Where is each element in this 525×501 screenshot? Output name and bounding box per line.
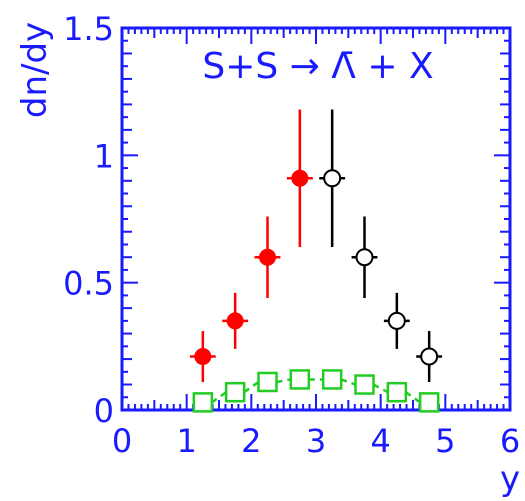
series-1 bbox=[319, 109, 443, 382]
axis-ticks bbox=[121, 27, 511, 411]
connecting-line bbox=[372, 383, 389, 394]
data-point-filled bbox=[291, 169, 309, 187]
data-point-open bbox=[387, 311, 406, 330]
x-tick-label: 6 bbox=[500, 422, 520, 460]
x-tick-label: 4 bbox=[370, 422, 390, 460]
data-point-square bbox=[257, 371, 278, 393]
tick-labels: 0 1 2 3 4 5 6 0 0.5 1 1.5 bbox=[63, 10, 520, 460]
data-point-square bbox=[289, 369, 311, 390]
data-point-square bbox=[192, 392, 214, 413]
x-tick-label: 0 bbox=[112, 422, 132, 460]
data-point-open bbox=[420, 347, 439, 366]
data-point-square bbox=[224, 381, 246, 403]
data-point-filled bbox=[259, 248, 276, 266]
data-point-square bbox=[386, 381, 408, 403]
x-tick-label: 2 bbox=[241, 422, 261, 460]
x-axis-label: y bbox=[500, 459, 520, 499]
y-axis-label: dn/dy bbox=[15, 22, 55, 118]
x-tick-label: 3 bbox=[306, 422, 326, 460]
x-tick-label: 1 bbox=[176, 422, 196, 460]
connecting-line bbox=[340, 378, 356, 386]
connecting-line bbox=[211, 391, 227, 404]
y-tick-label: 1.5 bbox=[63, 10, 114, 48]
data-point-filled bbox=[226, 312, 244, 330]
y-tick-label: 0.5 bbox=[63, 265, 114, 303]
chart-title: S+S → Λ̄ + X bbox=[202, 46, 433, 87]
connecting-line bbox=[405, 391, 421, 404]
connecting-line bbox=[276, 378, 292, 384]
data-point-filled bbox=[194, 348, 212, 366]
y-tick-label: 1 bbox=[94, 137, 114, 175]
data-point-open bbox=[355, 248, 374, 267]
y-tick-label: 0 bbox=[94, 392, 114, 430]
data-point-square bbox=[321, 369, 343, 390]
connecting-line bbox=[243, 380, 260, 394]
x-tick-label: 5 bbox=[435, 422, 455, 460]
data-point-square bbox=[418, 392, 440, 413]
data-point-open bbox=[323, 169, 342, 188]
series-2 bbox=[192, 369, 440, 413]
series-0 bbox=[189, 109, 313, 382]
data-marks bbox=[189, 109, 443, 413]
data-point-square bbox=[354, 374, 375, 395]
